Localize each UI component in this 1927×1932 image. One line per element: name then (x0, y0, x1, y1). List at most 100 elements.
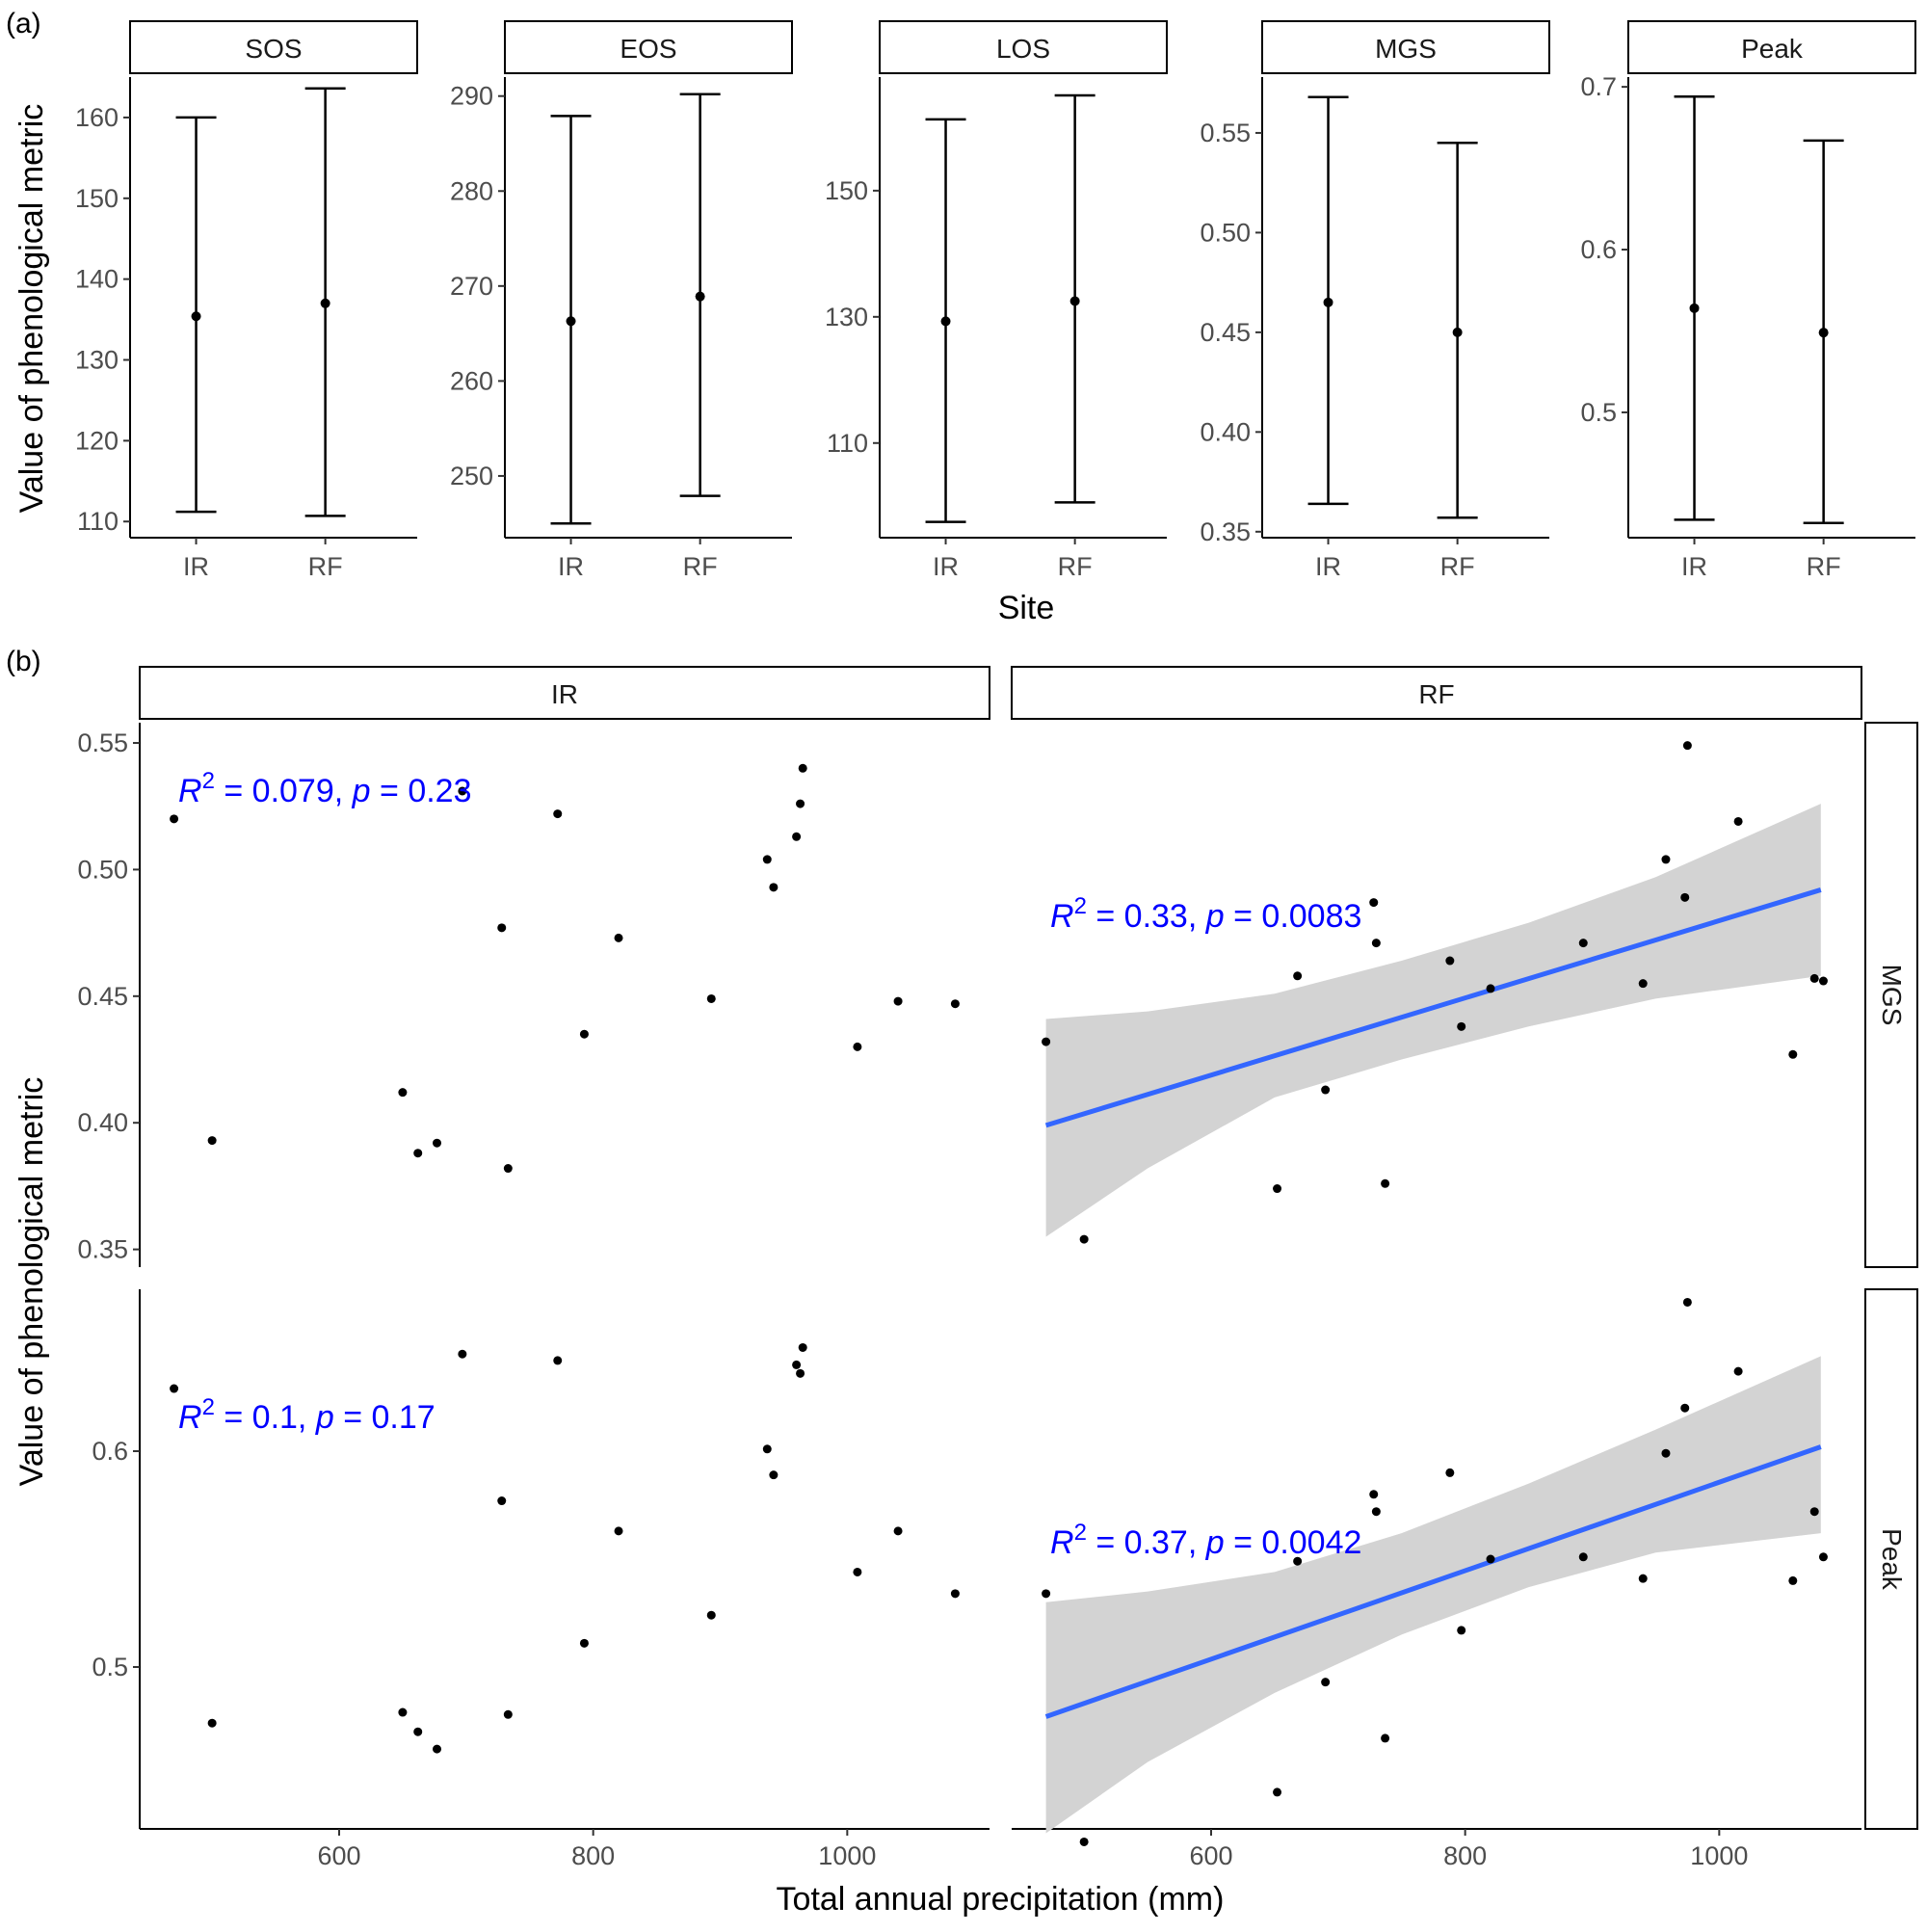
data-point (458, 786, 467, 796)
y-tick-label: 0.5 (92, 1653, 128, 1681)
facet-strip (879, 20, 1168, 74)
data-point (207, 1136, 217, 1146)
y-tick-label: 0.50 (77, 855, 128, 884)
data-point (798, 763, 807, 773)
data-point (1818, 976, 1828, 986)
facet-strip-label: SOS (245, 34, 302, 64)
errorbar-rf (1437, 142, 1478, 519)
x-tick-label: IR (933, 552, 959, 581)
y-tick-label: 0.55 (1200, 119, 1251, 147)
panel-b-y-axis-title: Value of phenological metric (13, 1077, 50, 1487)
regression-annotation: R2 = 0.1, p = 0.17 (178, 1394, 436, 1436)
data-point (1273, 1787, 1282, 1797)
errorbar-ir (175, 116, 217, 514)
row-strip-label: MGS (1877, 965, 1907, 1026)
y-tick-label: 290 (450, 82, 493, 111)
data-point (762, 855, 772, 864)
confidence-band (1045, 804, 1821, 1237)
data-point (497, 1496, 507, 1506)
data-point (1273, 1184, 1282, 1194)
data-point (1042, 1589, 1051, 1599)
data-point (1733, 816, 1743, 826)
y-tick-label: 260 (450, 366, 493, 395)
y-tick-label: 0.55 (77, 728, 128, 757)
data-point (503, 1709, 513, 1719)
facet-strip (1627, 20, 1916, 74)
mean-point (1818, 328, 1829, 338)
row-strip-label: Peak (1877, 1528, 1907, 1591)
data-point (1371, 1507, 1381, 1517)
data-point (1321, 1085, 1331, 1095)
y-tick-label: 130 (75, 346, 119, 375)
y-tick-label: 0.50 (1200, 218, 1251, 247)
facet-los: LOS 110 130 150 IR RF (825, 20, 1168, 581)
x-tick-label: IR (558, 552, 584, 581)
regression-line (1044, 1444, 1822, 1719)
data-point (1788, 1049, 1798, 1059)
data-point (792, 1360, 802, 1369)
facet-rf-peak: R2 = 0.37, p = 0.0042 (1042, 1297, 1828, 1846)
x-tick-label: IR (1315, 552, 1341, 581)
data-point (950, 1589, 960, 1599)
data-point (769, 883, 779, 892)
data-point (1818, 1552, 1828, 1562)
data-point (769, 1470, 779, 1480)
mean-point (566, 316, 576, 327)
confidence-band (1045, 1356, 1821, 1834)
mean-point (1452, 327, 1463, 337)
facet-strip (129, 20, 418, 74)
facet-strip (1261, 20, 1550, 74)
y-tick-label: 0.35 (1200, 517, 1251, 546)
y-tick-label: 0.40 (1200, 417, 1251, 446)
regression-annotation: R2 = 0.079, p = 0.23 (178, 768, 472, 809)
facet-strip-label: Peak (1741, 34, 1804, 64)
data-point (170, 814, 179, 824)
y-tick-label: 140 (75, 265, 119, 294)
panel-label-b: (b) (6, 646, 41, 677)
errorbar-ir (1674, 95, 1715, 521)
data-point (458, 1349, 467, 1359)
data-point (1788, 1575, 1798, 1585)
y-tick-label: 0.45 (1200, 318, 1251, 347)
data-point (1079, 1837, 1089, 1846)
x-tick-label: 1000 (818, 1841, 876, 1870)
facet-eos: EOS 250 260 270 280 290 IR RF (450, 20, 793, 581)
data-point (553, 1356, 563, 1365)
data-point (553, 809, 563, 819)
y-tick-label: 250 (450, 462, 493, 490)
data-point (1809, 973, 1819, 983)
mean-point (1323, 297, 1333, 307)
data-point (1445, 1468, 1455, 1477)
errorbar-ir (550, 115, 592, 525)
data-point (1680, 892, 1690, 902)
data-point (796, 1368, 805, 1378)
data-point (1661, 1448, 1671, 1458)
x-tick-label: 600 (317, 1841, 360, 1870)
data-point (1371, 939, 1381, 948)
y-tick-label: 150 (75, 184, 119, 213)
errorbar-rf (1803, 139, 1844, 525)
data-point (706, 1610, 716, 1620)
errorbar-rf (304, 87, 346, 517)
x-tick-label: RF (683, 552, 718, 581)
data-point (1445, 956, 1455, 966)
facet-ir-peak: R2 = 0.1, p = 0.17 (170, 1342, 960, 1754)
data-point (497, 923, 507, 933)
errorbar-ir (925, 118, 966, 523)
data-point (614, 933, 623, 942)
data-point (792, 832, 802, 841)
data-point (1079, 1234, 1089, 1244)
data-point (950, 999, 960, 1009)
row-strip-peak (1864, 1288, 1918, 1830)
data-point (579, 1029, 589, 1039)
y-tick-label: 0.45 (77, 982, 128, 1011)
panel-b-x-axis-title: Total annual precipitation (mm) (777, 1881, 1225, 1918)
facet-strip (504, 20, 793, 74)
x-tick-label: 800 (571, 1841, 615, 1870)
data-point (1733, 1366, 1743, 1376)
x-tick-label: 600 (1189, 1841, 1232, 1870)
data-point (207, 1718, 217, 1728)
facet-strip-label: LOS (996, 34, 1050, 64)
data-point (798, 1342, 807, 1352)
